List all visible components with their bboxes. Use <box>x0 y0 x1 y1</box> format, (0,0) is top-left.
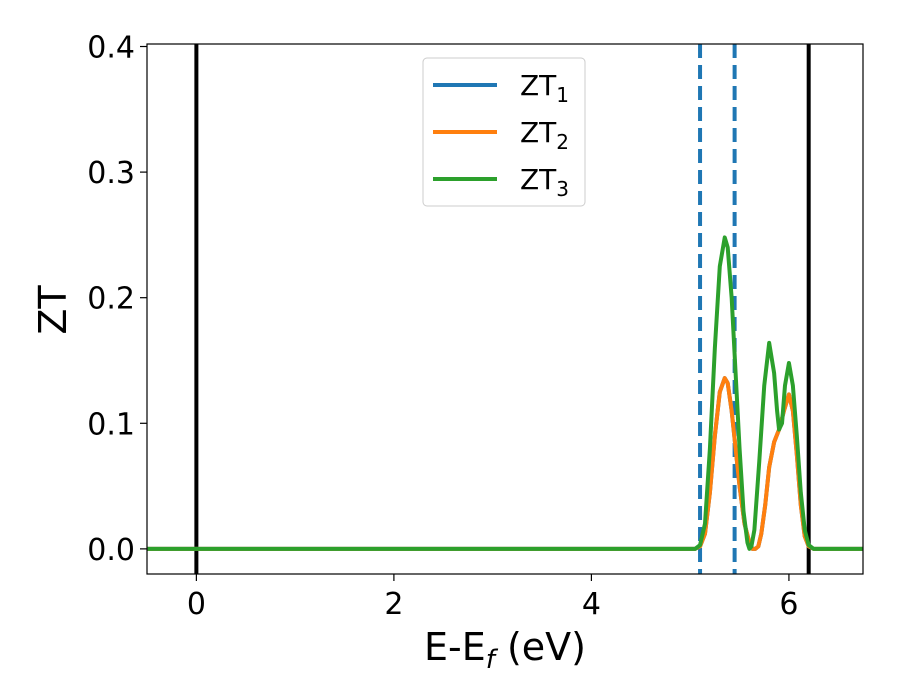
x-tick-label: 2 <box>384 587 403 622</box>
y-tick-label: 0.4 <box>87 31 135 66</box>
axis-ticks: 0 2 4 6 0.0 0.1 0.2 0.3 0.4 <box>87 31 798 622</box>
legend-label-zt1: ZT1 <box>520 69 569 107</box>
y-tick-label: 0.1 <box>87 407 135 442</box>
x-axis-label: E-Ef (eV) <box>424 625 586 675</box>
series-line-zt3 <box>147 235 863 551</box>
legend-label-zt2: ZT2 <box>520 116 569 154</box>
legend-box <box>422 57 586 207</box>
x-tick-label: 0 <box>187 587 206 622</box>
y-tick-label: 0.3 <box>87 156 135 191</box>
y-tick-label: 0.2 <box>87 282 135 317</box>
y-axis-label: ZT <box>31 285 75 335</box>
axes-frame <box>146 43 864 575</box>
plot-area <box>147 44 863 574</box>
x-tick-label: 6 <box>779 587 798 622</box>
legend: ZT1 ZT2 ZT3 <box>422 57 586 207</box>
y-tick-label: 0.0 <box>87 533 135 568</box>
x-tick-label: 4 <box>582 587 601 622</box>
legend-label-zt3: ZT3 <box>520 163 569 201</box>
